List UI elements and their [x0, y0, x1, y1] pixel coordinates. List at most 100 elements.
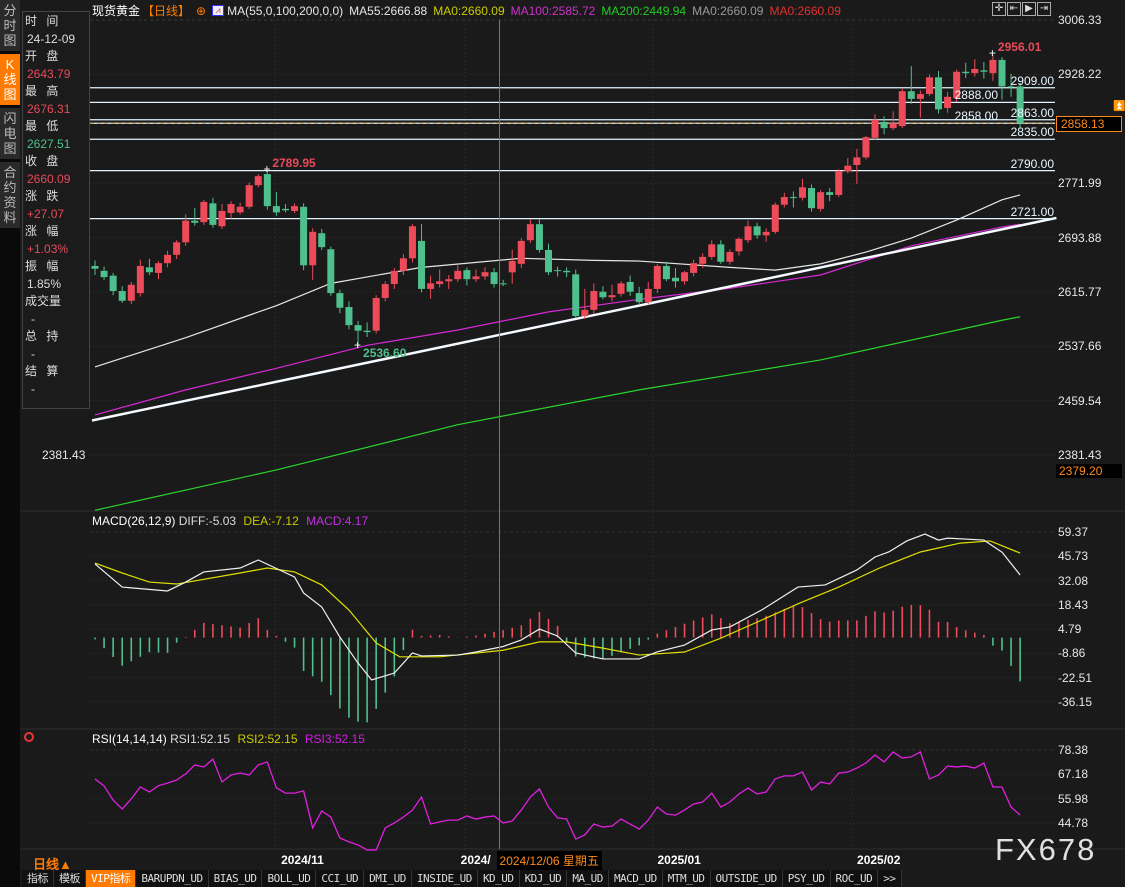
macd-axis-label: -22.51 — [1058, 670, 1093, 685]
candle-body — [880, 121, 888, 129]
period-selector[interactable]: 日线▲ — [33, 857, 72, 872]
candle-body — [835, 171, 843, 195]
crosshair-icon[interactable]: ✛ — [992, 2, 1006, 16]
candle-body — [753, 226, 761, 236]
period-label[interactable]: 【日线】 — [142, 4, 191, 18]
candle-body — [535, 224, 543, 250]
rsi-axis-label: 44.78 — [1058, 816, 1089, 831]
toolbar-item-kdj-ud[interactable]: KDJ_UD — [519, 870, 568, 887]
exit-icon[interactable]: ⇥ — [1037, 2, 1051, 16]
candle-body — [381, 284, 389, 298]
ma0-value-red: MA0:2660.09 — [769, 3, 841, 18]
candle-body — [980, 70, 988, 72]
trendline — [91, 216, 1057, 422]
toolbar-item-bias-ud[interactable]: BIAS_UD — [208, 870, 263, 887]
rsi-axis-label: 55.98 — [1058, 791, 1089, 806]
candle-body — [590, 291, 598, 310]
candle-body — [844, 165, 852, 172]
toolbar-item-roc-ud[interactable]: ROC_UD — [830, 870, 879, 887]
amplitude-value: 1.85% — [27, 276, 62, 291]
left-price-label: 2381.43 — [42, 448, 86, 462]
candle-body — [708, 244, 716, 257]
candle-body — [563, 270, 571, 273]
tab-contract-info[interactable]: 合约资料 — [0, 162, 20, 228]
high-label: 最 高 — [25, 84, 62, 98]
ma200-value: MA200:2449.94 — [601, 3, 687, 18]
candle-body — [762, 231, 770, 236]
high-value: 2676.31 — [27, 101, 71, 116]
open-interest-value: - — [31, 346, 35, 361]
candle-body — [789, 197, 797, 199]
settle-label: 结 算 — [25, 364, 62, 378]
candle-body — [309, 231, 317, 266]
candle-body — [735, 238, 743, 252]
candle-body — [327, 249, 335, 294]
tab-kline[interactable]: K线图 — [0, 54, 20, 105]
toolbar-item-mtm-ud[interactable]: MTM_UD — [662, 870, 711, 887]
candle-body — [490, 272, 498, 285]
candle-body — [953, 71, 961, 99]
tab-flash-chart[interactable]: 闪电图 — [0, 108, 20, 159]
toolbar-item-macd-ud[interactable]: MACD_UD — [608, 870, 663, 887]
chart-header: 现货黄金 【日线】 ⊕ ⩘ MA(55,0,100,200,0,0) MA55:… — [92, 2, 841, 19]
extreme-price-label: 2789.95 — [272, 155, 316, 170]
toolbar-item-17[interactable]: >> — [878, 870, 902, 887]
macd-dea: DEA:-7.12 — [243, 514, 299, 528]
indicator-settings-icon[interactable] — [24, 732, 34, 742]
candle-body — [744, 226, 752, 241]
jump-start-icon[interactable]: ⇤ — [1007, 2, 1021, 16]
toolbar-item-1[interactable]: 模板 — [54, 870, 86, 887]
candle-body — [998, 59, 1006, 87]
toolbar-item-psy-ud[interactable]: PSY_UD — [782, 870, 831, 887]
candle-body — [889, 123, 897, 129]
tab-time-sharing[interactable]: 分时图 — [0, 0, 20, 51]
rsi1-value: RSI1:52.15 — [170, 732, 231, 746]
ma55-line — [94, 194, 1021, 368]
indicator-toolbar: 指标 模板 VIP指标 BARUPDN_UD BIAS_UD BOLL_UD CCI_UD D… — [22, 870, 902, 887]
candle-body — [254, 176, 262, 186]
price-axis-label: 2693.88 — [1058, 230, 1102, 245]
price-level-label: 2863.00 — [1010, 105, 1054, 120]
candle-body — [635, 293, 643, 303]
toolbar-item-dmi-ud[interactable]: DMI_UD — [364, 870, 412, 887]
toolbar-item-barupdn-ud[interactable]: BARUPDN_UD — [136, 870, 209, 887]
candle-body — [363, 330, 371, 333]
candle-body — [454, 270, 462, 280]
date-axis-label: 2024/ — [460, 853, 491, 867]
candle-body — [726, 252, 734, 262]
macd-axis-label: 59.37 — [1058, 524, 1089, 539]
price-axis-label: 2459.54 — [1058, 393, 1102, 408]
price-axis-label: 2537.66 — [1058, 339, 1102, 354]
toolbar-item-inside-ud[interactable]: INSIDE_UD — [411, 870, 478, 887]
toolbar-item-outside-ud[interactable]: OUTSIDE_UD — [710, 870, 783, 887]
candle-body — [291, 206, 299, 211]
candle-body — [372, 297, 380, 331]
toolbar-item-cci-ud[interactable]: CCI_UD — [316, 870, 365, 887]
ma-chart-icon[interactable]: ⩘ — [212, 5, 225, 16]
candle-body — [681, 272, 689, 282]
candle-body — [408, 226, 416, 259]
candle-body — [209, 203, 217, 225]
candle-body — [318, 233, 326, 248]
toolbar-item-kd-ud[interactable]: KD_UD — [477, 870, 520, 887]
candle-body — [236, 206, 244, 213]
macd-axis-label: 45.73 — [1058, 549, 1089, 564]
add-indicator-icon[interactable]: ⊕ — [196, 3, 207, 18]
ma200-line — [94, 316, 1021, 511]
ma0-value-gray: MA0:2660.09 — [692, 3, 764, 18]
toolbar-item-0[interactable]: 指标 — [22, 870, 54, 887]
time-value: 24-12-09 — [27, 31, 76, 46]
candle-body — [944, 96, 952, 108]
toolbar-item-ma-ud[interactable]: MA_UD — [567, 870, 609, 887]
open-interest-label: 总 持 — [25, 329, 62, 343]
toolbar-item-boll-ud[interactable]: BOLL_UD — [262, 870, 317, 887]
candle-body — [871, 119, 879, 138]
candle-body — [971, 68, 979, 74]
rsi-line — [94, 750, 1021, 851]
candle-body — [617, 283, 625, 294]
candle-body — [798, 187, 806, 198]
play-forward-icon[interactable]: ▶ — [1022, 2, 1036, 16]
candle-body — [808, 187, 816, 209]
toolbar-item-vip[interactable]: VIP指标 — [86, 870, 137, 887]
